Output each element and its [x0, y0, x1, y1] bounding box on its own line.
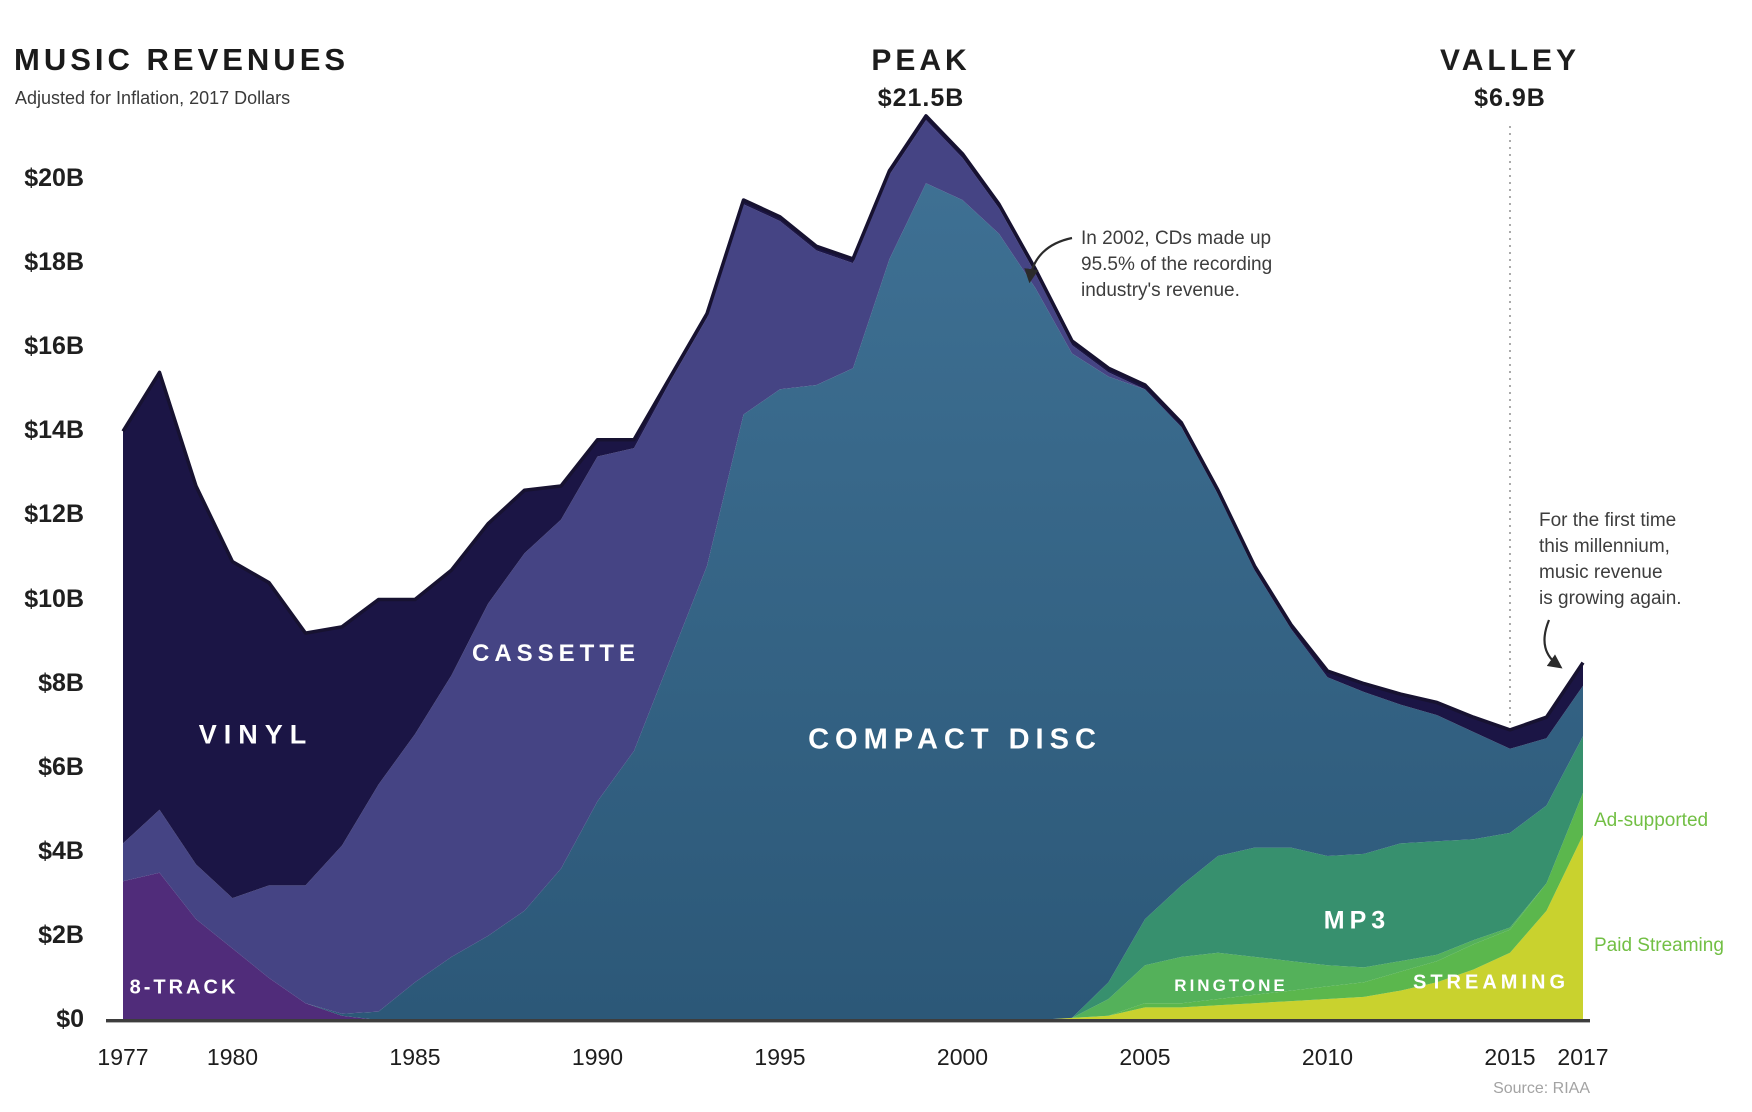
side-label-ad-supported: Ad-supported	[1594, 810, 1709, 831]
area-cassette	[123, 120, 1583, 1014]
area-label-mp3: MP3	[1323, 906, 1391, 935]
annotation-cd-2002: In 2002, CDs made up 95.5% of the record…	[1081, 228, 1273, 301]
stacked-areas	[123, 115, 1583, 1020]
peak-value: $21.5B	[877, 84, 965, 112]
x-tick-2015: 2015	[1484, 1044, 1536, 1070]
area-vinyl	[123, 115, 1583, 899]
annotation-growth: For the first time this millennium, musi…	[1539, 510, 1682, 609]
valley-label: VALLEY	[1439, 44, 1581, 77]
y-tick-12: $12B	[24, 500, 84, 529]
area-paid_streaming	[123, 835, 1583, 1020]
cd-annotation-arrow	[1024, 236, 1073, 284]
x-tick-2005: 2005	[1119, 1044, 1171, 1070]
area-label-vinyl: VINYL	[198, 719, 314, 750]
y-tick-10: $10B	[24, 584, 84, 613]
x-tick-1977: 1977	[97, 1044, 149, 1070]
valley-value: $6.9B	[1474, 84, 1546, 112]
x-tick-1985: 1985	[389, 1044, 441, 1070]
y-tick-0: $0	[56, 1005, 84, 1033]
side-label-paid-streaming: Paid Streaming	[1594, 935, 1724, 956]
area-ringtone	[123, 792, 1583, 1020]
valley-block: VALLEY $6.9B	[1400, 44, 1620, 113]
x-axis-line	[106, 1019, 1590, 1023]
area-eight_track	[123, 872, 1583, 1020]
peak-block: PEAK $21.5B	[811, 44, 1031, 113]
area-label-streaming: STREAMING	[1413, 971, 1569, 994]
y-tick-18: $18B	[24, 248, 84, 277]
y-tick-2: $2B	[38, 920, 84, 949]
silhouette-outline	[121, 114, 1585, 732]
x-tick-2010: 2010	[1301, 1044, 1354, 1070]
x-tick-1995: 1995	[754, 1044, 806, 1070]
x-tick-1990: 1990	[571, 1044, 624, 1070]
page-subtitle: Adjusted for Inflation, 2017 Dollars	[15, 88, 291, 108]
y-tick-14: $14B	[24, 416, 84, 445]
area-cd	[123, 183, 1583, 1020]
peak-label: PEAK	[871, 44, 971, 77]
x-tick-2000: 2000	[936, 1044, 989, 1070]
y-tick-8: $8B	[38, 668, 84, 697]
y-tick-6: $6B	[38, 752, 84, 781]
area-mp3	[123, 736, 1583, 1020]
area-label-cassette: CASSETTE	[471, 640, 641, 667]
growth-annotation-arrow	[1543, 619, 1563, 669]
y-tick-4: $4B	[38, 836, 84, 865]
x-tick-2017: 2017	[1557, 1044, 1609, 1070]
x-tick-1980: 1980	[206, 1044, 259, 1070]
area-label-ringtone: RINGTONE	[1174, 976, 1288, 995]
area-label-compact-disc: COMPACT DISC	[808, 723, 1102, 756]
y-tick-16: $16B	[24, 332, 84, 361]
area-label-8-track: 8-TRACK	[129, 976, 239, 999]
source-credit: Source: RIAA	[1493, 1080, 1590, 1097]
y-tick-20: $20B	[24, 164, 84, 192]
page-title: MUSIC REVENUES	[14, 42, 350, 77]
